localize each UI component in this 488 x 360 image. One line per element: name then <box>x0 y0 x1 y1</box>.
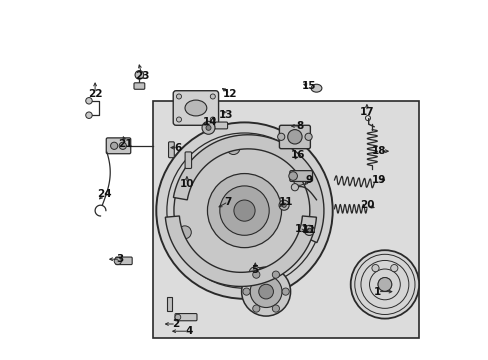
Circle shape <box>258 284 273 299</box>
Text: 5: 5 <box>251 265 258 275</box>
Circle shape <box>282 203 285 207</box>
Bar <box>152 101 418 338</box>
Ellipse shape <box>310 84 321 92</box>
Circle shape <box>114 257 121 265</box>
FancyBboxPatch shape <box>106 138 130 154</box>
Circle shape <box>178 226 191 239</box>
FancyBboxPatch shape <box>214 122 227 129</box>
Circle shape <box>219 186 269 235</box>
Polygon shape <box>165 216 316 287</box>
Text: 6: 6 <box>174 143 181 153</box>
FancyBboxPatch shape <box>175 314 197 321</box>
Circle shape <box>279 200 288 210</box>
Circle shape <box>288 172 297 180</box>
Circle shape <box>176 117 181 122</box>
Circle shape <box>135 71 143 79</box>
Text: 2: 2 <box>172 319 180 329</box>
Circle shape <box>277 133 284 140</box>
Polygon shape <box>173 135 323 243</box>
FancyBboxPatch shape <box>173 91 218 125</box>
Circle shape <box>110 142 118 149</box>
Text: 15: 15 <box>302 81 316 91</box>
FancyBboxPatch shape <box>289 171 312 181</box>
FancyBboxPatch shape <box>185 152 191 168</box>
Text: 13: 13 <box>219 110 233 120</box>
Circle shape <box>350 250 418 319</box>
Text: 22: 22 <box>88 89 102 99</box>
Text: 21: 21 <box>118 139 133 149</box>
Text: 1: 1 <box>373 287 381 297</box>
Circle shape <box>205 125 211 130</box>
Text: 4: 4 <box>184 326 192 336</box>
Text: 11: 11 <box>278 197 292 207</box>
Circle shape <box>252 305 260 312</box>
Text: 19: 19 <box>371 175 386 185</box>
Circle shape <box>226 141 240 154</box>
FancyBboxPatch shape <box>115 257 132 265</box>
Circle shape <box>291 184 298 191</box>
FancyBboxPatch shape <box>134 83 144 89</box>
Circle shape <box>207 174 281 248</box>
Circle shape <box>252 271 260 278</box>
Circle shape <box>233 200 255 221</box>
Circle shape <box>305 133 311 140</box>
Circle shape <box>241 267 290 316</box>
Circle shape <box>390 265 397 272</box>
FancyBboxPatch shape <box>168 142 174 158</box>
FancyBboxPatch shape <box>279 125 310 149</box>
Circle shape <box>156 122 332 299</box>
Text: 20: 20 <box>359 200 373 210</box>
Circle shape <box>292 172 305 185</box>
Text: 9: 9 <box>305 175 312 185</box>
Text: 11: 11 <box>301 225 315 235</box>
Text: 14: 14 <box>203 117 217 127</box>
Text: 10: 10 <box>179 179 194 189</box>
Circle shape <box>119 142 126 149</box>
Text: 12: 12 <box>223 89 237 99</box>
Text: 17: 17 <box>359 107 373 117</box>
Ellipse shape <box>184 100 206 116</box>
Circle shape <box>371 265 378 272</box>
Circle shape <box>272 271 279 278</box>
Text: 7: 7 <box>224 197 231 207</box>
Text: 11: 11 <box>294 224 309 234</box>
Bar <box>167 297 172 311</box>
Circle shape <box>174 140 314 281</box>
Circle shape <box>210 117 215 122</box>
Circle shape <box>377 278 391 291</box>
Circle shape <box>85 98 92 104</box>
Text: 23: 23 <box>134 71 149 81</box>
Circle shape <box>250 276 282 307</box>
Text: 16: 16 <box>290 150 305 160</box>
Circle shape <box>282 288 289 295</box>
Circle shape <box>287 130 302 144</box>
Text: 24: 24 <box>97 189 111 199</box>
Circle shape <box>210 94 215 99</box>
Text: 3: 3 <box>117 254 123 264</box>
Text: 18: 18 <box>371 146 386 156</box>
Circle shape <box>243 288 249 295</box>
Circle shape <box>202 121 215 134</box>
Circle shape <box>306 228 311 233</box>
Circle shape <box>85 112 92 118</box>
Circle shape <box>175 314 181 320</box>
Circle shape <box>176 94 181 99</box>
Circle shape <box>304 225 314 235</box>
Circle shape <box>272 305 279 312</box>
Circle shape <box>248 267 262 280</box>
Text: 8: 8 <box>296 121 304 131</box>
